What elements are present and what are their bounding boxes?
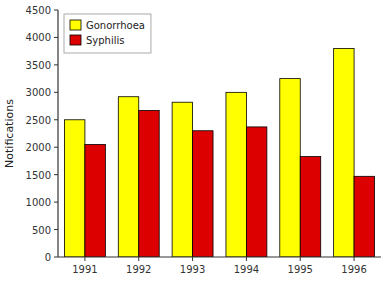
- bars: [64, 48, 374, 257]
- bar: [172, 102, 192, 257]
- y-tick-label: 500: [32, 225, 51, 236]
- y-tick-label: 4500: [26, 5, 51, 16]
- bar: [226, 92, 246, 257]
- x-axis-line: [58, 256, 381, 257]
- y-tick-label: 2500: [26, 115, 51, 126]
- bar: [280, 79, 300, 257]
- legend-swatch: [70, 20, 81, 30]
- y-tick-label: 2000: [26, 142, 51, 153]
- y-tick-label: 1500: [26, 170, 51, 181]
- x-tick-label: 1993: [180, 264, 205, 275]
- bar: [85, 144, 105, 257]
- y-axis-label: Notifications: [3, 99, 16, 168]
- bar: [64, 120, 84, 257]
- y-tick-label: 3500: [26, 60, 51, 71]
- legend-box: [64, 14, 151, 53]
- bar: [354, 176, 374, 257]
- bar: [139, 110, 159, 257]
- bar: [193, 131, 213, 257]
- x-tick-label: 1991: [72, 264, 97, 275]
- y-tick-label: 1000: [26, 197, 51, 208]
- x-tick-label: 1994: [234, 264, 259, 275]
- x-tick-label: 1996: [341, 264, 366, 275]
- bar: [118, 97, 138, 257]
- x-tick-label: 1995: [288, 264, 313, 275]
- bar: [246, 127, 266, 257]
- y-axis-line: [57, 10, 58, 257]
- y-tick-label: 4000: [26, 32, 51, 43]
- x-tick-label: 1992: [126, 264, 151, 275]
- y-tick-label: 3000: [26, 87, 51, 98]
- y-tick-label: 0: [45, 252, 51, 263]
- chart: 0 500 1000 1500 2000 2500 3000 3500 4000 4500 Noti…: [0, 0, 391, 283]
- legend-swatch: [70, 35, 81, 45]
- bar: [300, 157, 320, 257]
- legend-label: Gonorrhoea: [86, 20, 145, 31]
- legend: Gonorrhoea Syphilis: [64, 14, 151, 53]
- bar: [334, 48, 354, 257]
- legend-label: Syphilis: [86, 35, 125, 46]
